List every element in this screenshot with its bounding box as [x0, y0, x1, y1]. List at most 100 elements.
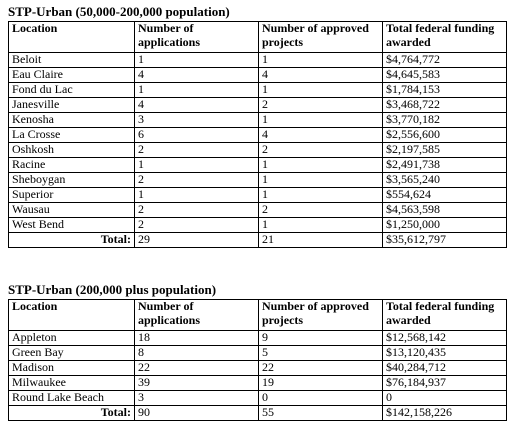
- cell-approved-projects: 1: [258, 187, 383, 203]
- funding-table-mid-size: Location Number of applications Number of …: [8, 21, 507, 248]
- cell-applications: 39: [134, 375, 259, 391]
- cell-location: Sheboygan: [8, 172, 135, 188]
- table-row: Beloit 1 1 $4,764,772: [8, 52, 507, 68]
- header-applications: Number of applications: [134, 21, 259, 53]
- cell-applications: 2: [134, 142, 259, 158]
- total-approved-projects: 55: [258, 405, 383, 421]
- cell-location: Eau Claire: [8, 67, 135, 83]
- funding-table-large: Location Number of applications Number of …: [8, 299, 507, 421]
- total-applications: 90: [134, 405, 259, 421]
- header-funding: Total federal funding awarded: [382, 21, 507, 53]
- cell-location: Beloit: [8, 52, 135, 68]
- table-row: La Crosse 6 4 $2,556,600: [8, 127, 507, 143]
- total-funding: $35,612,797: [382, 232, 507, 248]
- cell-funding: $2,491,738: [382, 157, 507, 173]
- cell-location: La Crosse: [8, 127, 135, 143]
- cell-approved-projects: 2: [258, 202, 383, 218]
- header-location: Location: [8, 21, 135, 53]
- table-row: Fond du Lac 1 1 $1,784,153: [8, 82, 507, 98]
- cell-approved-projects: 4: [258, 67, 383, 83]
- table-row: Kenosha 3 1 $3,770,182: [8, 112, 507, 128]
- table-row: Superior 1 1 $554,624: [8, 187, 507, 203]
- header-approved-projects: Number of approved projects: [258, 21, 383, 53]
- cell-applications: 3: [134, 112, 259, 128]
- total-label: Total:: [8, 232, 135, 248]
- table-row: Madison 22 22 $40,284,712: [8, 360, 507, 376]
- cell-funding: $40,284,712: [382, 360, 507, 376]
- cell-location: Madison: [8, 360, 135, 376]
- cell-funding: $554,624: [382, 187, 507, 203]
- table-header-row: Location Number of applications Number of …: [8, 21, 507, 53]
- header-funding: Total federal funding awarded: [382, 299, 507, 331]
- table-row: West Bend 2 1 $1,250,000: [8, 217, 507, 233]
- cell-funding: $4,764,772: [382, 52, 507, 68]
- cell-location: Superior: [8, 187, 135, 203]
- cell-funding: 0: [382, 390, 507, 406]
- cell-funding: $13,120,435: [382, 345, 507, 361]
- cell-funding: $1,784,153: [382, 82, 507, 98]
- cell-approved-projects: 0: [258, 390, 383, 406]
- cell-applications: 6: [134, 127, 259, 143]
- cell-applications: 2: [134, 202, 259, 218]
- section-title-mid-size: STP-Urban (50,000-200,000 population): [8, 4, 230, 19]
- cell-applications: 4: [134, 67, 259, 83]
- table-row: Milwaukee 39 19 $76,184,937: [8, 375, 507, 391]
- cell-approved-projects: 22: [258, 360, 383, 376]
- cell-applications: 22: [134, 360, 259, 376]
- cell-funding: $3,468,722: [382, 97, 507, 113]
- cell-funding: $3,565,240: [382, 172, 507, 188]
- cell-applications: 3: [134, 390, 259, 406]
- cell-funding: $1,250,000: [382, 217, 507, 233]
- cell-applications: 2: [134, 172, 259, 188]
- cell-approved-projects: 1: [258, 52, 383, 68]
- header-applications: Number of applications: [134, 299, 259, 331]
- cell-approved-projects: 5: [258, 345, 383, 361]
- cell-funding: $2,197,585: [382, 142, 507, 158]
- table-row: Racine 1 1 $2,491,738: [8, 157, 507, 173]
- total-label: Total:: [8, 405, 135, 421]
- cell-funding: $12,568,142: [382, 330, 507, 346]
- cell-location: Fond du Lac: [8, 82, 135, 98]
- cell-applications: 1: [134, 82, 259, 98]
- cell-location: Kenosha: [8, 112, 135, 128]
- cell-location: West Bend: [8, 217, 135, 233]
- cell-location: Racine: [8, 157, 135, 173]
- table-row: Eau Claire 4 4 $4,645,583: [8, 67, 507, 83]
- cell-applications: 18: [134, 330, 259, 346]
- cell-location: Janesville: [8, 97, 135, 113]
- cell-funding: $3,770,182: [382, 112, 507, 128]
- cell-approved-projects: 1: [258, 112, 383, 128]
- cell-location: Round Lake Beach: [8, 390, 135, 406]
- total-applications: 29: [134, 232, 259, 248]
- total-approved-projects: 21: [258, 232, 383, 248]
- cell-location: Milwaukee: [8, 375, 135, 391]
- cell-location: Appleton: [8, 330, 135, 346]
- cell-location: Green Bay: [8, 345, 135, 361]
- cell-approved-projects: 2: [258, 142, 383, 158]
- cell-approved-projects: 1: [258, 157, 383, 173]
- table-row: Wausau 2 2 $4,563,598: [8, 202, 507, 218]
- table-row: Oshkosh 2 2 $2,197,585: [8, 142, 507, 158]
- cell-approved-projects: 4: [258, 127, 383, 143]
- total-funding: $142,158,226: [382, 405, 507, 421]
- cell-approved-projects: 1: [258, 217, 383, 233]
- table-total-row: Total: 90 55 $142,158,226: [8, 405, 507, 421]
- cell-approved-projects: 2: [258, 97, 383, 113]
- table-row: Round Lake Beach 3 0 0: [8, 390, 507, 406]
- table-total-row: Total: 29 21 $35,612,797: [8, 232, 507, 248]
- header-location: Location: [8, 299, 135, 331]
- header-approved-projects: Number of approved projects: [258, 299, 383, 331]
- cell-approved-projects: 1: [258, 172, 383, 188]
- cell-approved-projects: 1: [258, 82, 383, 98]
- cell-location: Oshkosh: [8, 142, 135, 158]
- section-title-large: STP-Urban (200,000 plus population): [8, 282, 217, 297]
- cell-funding: $4,563,598: [382, 202, 507, 218]
- cell-location: Wausau: [8, 202, 135, 218]
- cell-applications: 1: [134, 157, 259, 173]
- cell-applications: 4: [134, 97, 259, 113]
- cell-approved-projects: 9: [258, 330, 383, 346]
- cell-applications: 1: [134, 52, 259, 68]
- cell-funding: $2,556,600: [382, 127, 507, 143]
- table-row: Janesville 4 2 $3,468,722: [8, 97, 507, 113]
